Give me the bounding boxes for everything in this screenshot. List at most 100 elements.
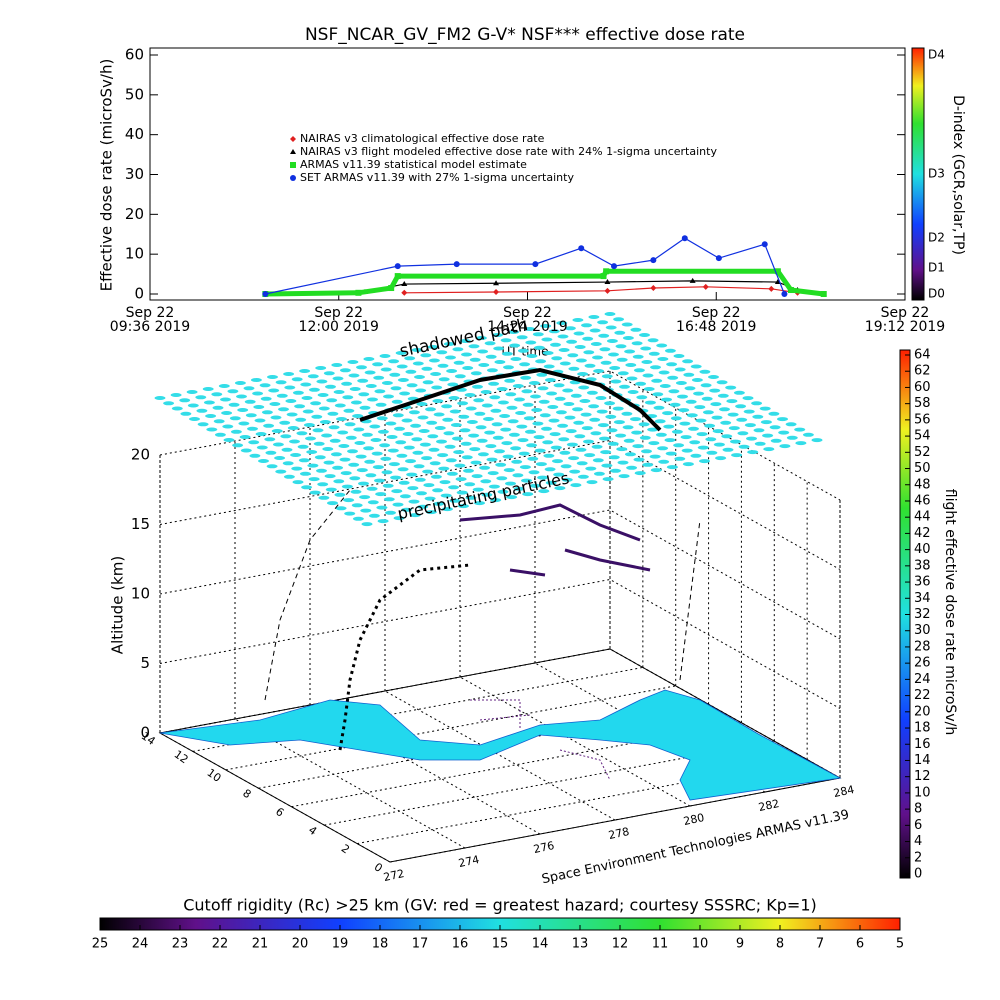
particle bbox=[370, 438, 382, 442]
particle bbox=[336, 417, 347, 421]
particle bbox=[393, 516, 405, 521]
series-line bbox=[404, 286, 798, 294]
particle bbox=[276, 393, 288, 398]
flight-track-high bbox=[459, 503, 651, 577]
particle bbox=[725, 385, 737, 390]
particle bbox=[436, 350, 448, 355]
particle bbox=[499, 414, 511, 418]
marker bbox=[493, 280, 500, 286]
colorbar-tick-label: 56 bbox=[914, 412, 931, 427]
colorbar-tick-label: 10 bbox=[692, 937, 709, 952]
particle bbox=[272, 442, 284, 447]
particle bbox=[457, 504, 469, 509]
legend-entry: NAIRAS v3 flight modeled effective dose … bbox=[300, 145, 717, 158]
particle bbox=[802, 432, 814, 437]
colorbar-tick-label: 18 bbox=[372, 937, 389, 952]
particle bbox=[380, 367, 392, 372]
particle bbox=[358, 481, 369, 486]
marker bbox=[453, 261, 460, 268]
particle bbox=[287, 426, 299, 430]
colorbar-tick-label: 24 bbox=[132, 937, 149, 952]
particle bbox=[541, 337, 553, 342]
marker bbox=[578, 245, 585, 252]
particle bbox=[565, 429, 577, 434]
particle bbox=[426, 420, 438, 425]
legend-entry: ARMAS v11.39 statistical model estimate bbox=[300, 158, 527, 171]
particle bbox=[642, 373, 654, 378]
particle bbox=[492, 333, 503, 337]
particle bbox=[693, 391, 705, 396]
particle bbox=[339, 368, 351, 373]
particle bbox=[720, 420, 732, 425]
particle bbox=[334, 403, 346, 408]
particle bbox=[636, 395, 648, 400]
particle bbox=[332, 376, 344, 381]
particle bbox=[501, 441, 513, 446]
particle bbox=[352, 414, 364, 418]
particle bbox=[438, 377, 450, 382]
particle bbox=[259, 383, 271, 388]
particle bbox=[213, 419, 225, 424]
particle bbox=[685, 399, 697, 404]
marker bbox=[604, 279, 611, 285]
particle bbox=[387, 448, 399, 453]
colorbar-tick-label: 20 bbox=[292, 937, 309, 952]
particle bbox=[283, 474, 295, 479]
particle bbox=[197, 422, 209, 427]
particle bbox=[428, 447, 440, 452]
particle bbox=[453, 450, 465, 455]
particle bbox=[600, 360, 612, 365]
particle bbox=[568, 366, 580, 371]
particle bbox=[473, 398, 485, 403]
particle bbox=[617, 460, 629, 465]
colorbar-tick-label: 32 bbox=[914, 607, 931, 622]
particle bbox=[332, 465, 344, 470]
particle bbox=[403, 445, 415, 450]
particle bbox=[392, 413, 404, 418]
particle bbox=[575, 358, 587, 363]
particle bbox=[260, 396, 272, 401]
particle bbox=[664, 438, 676, 443]
particle bbox=[619, 384, 630, 389]
particle bbox=[218, 384, 230, 388]
particle bbox=[575, 447, 587, 452]
particle bbox=[341, 484, 353, 489]
particle bbox=[604, 312, 616, 316]
particle bbox=[517, 438, 529, 443]
particle bbox=[170, 393, 182, 397]
grid-line bbox=[609, 648, 841, 779]
particle bbox=[555, 410, 567, 415]
particle bbox=[778, 430, 790, 435]
particle bbox=[566, 339, 578, 344]
particle bbox=[667, 375, 679, 380]
marker bbox=[600, 273, 607, 280]
particle bbox=[573, 331, 585, 336]
particle bbox=[512, 473, 524, 478]
particle bbox=[615, 433, 627, 438]
particle bbox=[491, 422, 503, 427]
particle bbox=[608, 352, 619, 357]
particle bbox=[519, 465, 531, 470]
particle bbox=[593, 471, 605, 476]
particle bbox=[590, 342, 602, 346]
particle bbox=[395, 440, 407, 445]
particle bbox=[328, 425, 340, 430]
particle bbox=[385, 510, 396, 515]
particle bbox=[735, 404, 747, 409]
particle bbox=[537, 475, 549, 480]
particle bbox=[505, 481, 516, 486]
particle bbox=[418, 429, 430, 433]
particle bbox=[383, 394, 394, 399]
particle bbox=[658, 370, 670, 375]
particle bbox=[665, 451, 677, 456]
particle bbox=[474, 501, 485, 506]
particle bbox=[688, 426, 699, 431]
particle bbox=[569, 469, 581, 474]
particle bbox=[313, 441, 325, 446]
particle bbox=[626, 376, 638, 381]
particle bbox=[490, 408, 502, 413]
marker bbox=[493, 289, 500, 296]
particle bbox=[546, 391, 558, 396]
particle bbox=[292, 480, 304, 485]
marker bbox=[394, 263, 401, 270]
